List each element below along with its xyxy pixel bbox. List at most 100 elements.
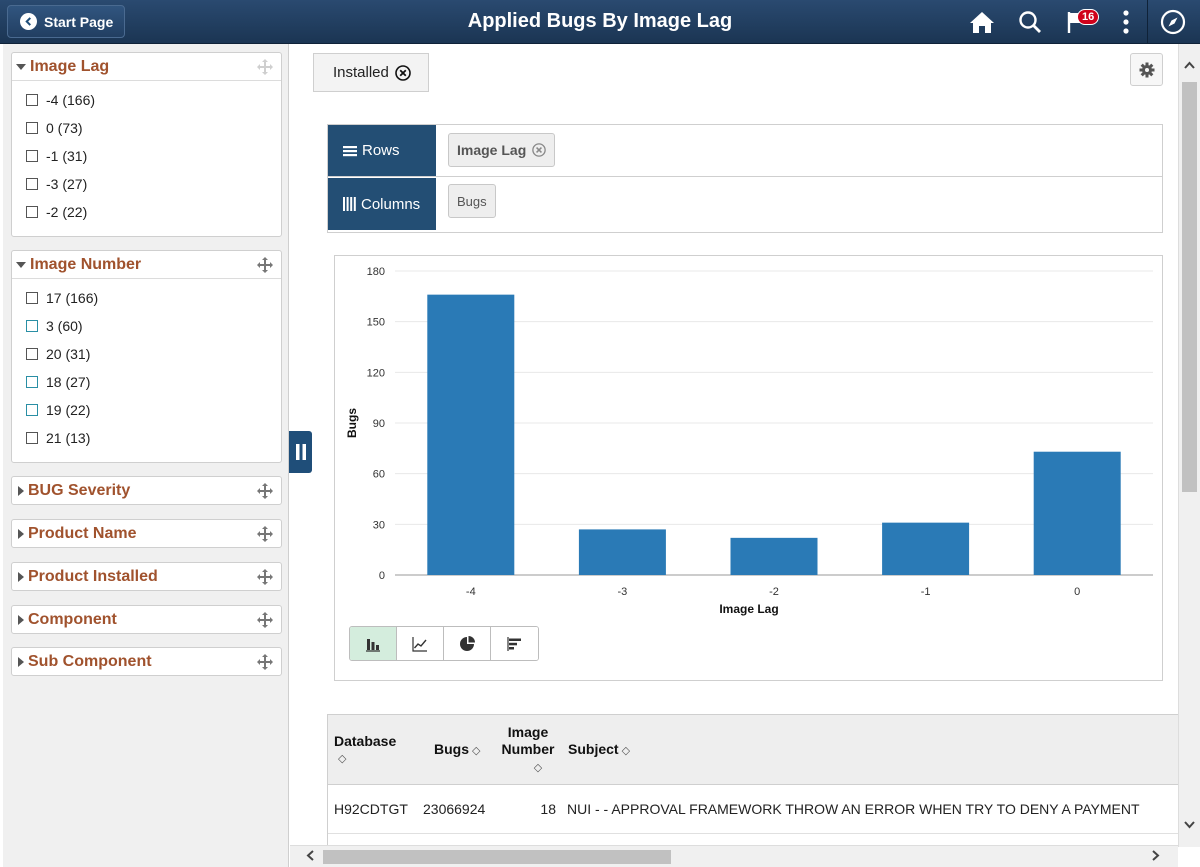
- col-header-bugs[interactable]: Bugs ◇: [434, 741, 480, 757]
- expand-arrow-icon: [18, 657, 24, 667]
- facet-sub-component[interactable]: Sub Component: [11, 647, 282, 676]
- settings-button[interactable]: [1130, 53, 1163, 86]
- facet-header[interactable]: Product Installed: [12, 563, 281, 591]
- checkbox[interactable]: [26, 292, 38, 304]
- drag-move-icon[interactable]: [257, 526, 273, 545]
- drag-move-icon[interactable]: [257, 257, 273, 276]
- checkbox[interactable]: [26, 320, 38, 332]
- scroll-up-icon[interactable]: [1184, 58, 1195, 72]
- facet-header[interactable]: Sub Component: [12, 648, 281, 676]
- horizontal-bar-icon: [506, 636, 521, 651]
- checkbox[interactable]: [26, 150, 38, 162]
- x-tick-label: -2: [769, 586, 779, 598]
- checkbox[interactable]: [26, 376, 38, 388]
- bar-chart: 0 30 60 90 120 150 180 -4 -3 -2 -1 0 Image Lag Bugs: [345, 266, 1153, 616]
- collapse-arrow-icon: [16, 63, 26, 70]
- drag-move-icon[interactable]: [257, 654, 273, 673]
- sort-icon[interactable]: ◇: [338, 753, 347, 765]
- line-chart-button[interactable]: [397, 627, 444, 660]
- pause-bars-icon: [295, 444, 306, 460]
- drag-move-icon[interactable]: [257, 569, 273, 588]
- horizontal-scrollbar[interactable]: [290, 845, 1178, 867]
- scroll-right-icon[interactable]: [1152, 850, 1160, 864]
- checkbox[interactable]: [26, 432, 38, 444]
- checkbox[interactable]: [26, 404, 38, 416]
- facet-product-installed[interactable]: Product Installed: [11, 562, 282, 591]
- more-actions-icon[interactable]: [1116, 8, 1136, 36]
- scroll-left-icon[interactable]: [306, 850, 314, 864]
- drag-move-icon[interactable]: [257, 612, 273, 631]
- sort-icon[interactable]: ◇: [472, 745, 481, 757]
- facet-header[interactable]: Component: [12, 606, 281, 634]
- checkbox[interactable]: [26, 94, 38, 106]
- table-row[interactable]: H92CDTGT 23066924 18 NUI - - APPROVAL FR…: [328, 786, 1178, 834]
- facet-header[interactable]: Product Name: [12, 520, 281, 548]
- pivot-rows: Rows Image Lag: [328, 125, 1162, 177]
- search-icon[interactable]: [1016, 8, 1044, 36]
- remove-circle-icon[interactable]: [395, 64, 411, 81]
- sort-icon[interactable]: ◇: [621, 745, 631, 757]
- facet-option[interactable]: 0 (73): [26, 114, 281, 142]
- vertical-scroll-thumb[interactable]: [1182, 82, 1197, 492]
- facet-option-label: -4 (166): [46, 92, 96, 108]
- facet-option[interactable]: 21 (13): [26, 424, 281, 452]
- bar-chart-button[interactable]: [350, 627, 397, 660]
- sort-icon[interactable]: ◇: [533, 762, 543, 774]
- facet-option[interactable]: -4 (166): [26, 86, 281, 114]
- facet-option[interactable]: 3 (60): [26, 312, 281, 340]
- col-header-label: Subject: [568, 741, 619, 757]
- facet-option[interactable]: 20 (31): [26, 340, 281, 368]
- pie-chart-icon: [460, 635, 475, 651]
- grid-header: Database ◇ Bugs ◇ Image Number ◇ Subject ◇: [328, 715, 1178, 785]
- bar-chart-icon: [366, 638, 380, 652]
- facet-option[interactable]: 18 (27): [26, 368, 281, 396]
- columns-label: Columns: [328, 178, 436, 230]
- start-page-button[interactable]: Start Page: [7, 5, 125, 38]
- horizontal-bar-button[interactable]: [491, 627, 538, 660]
- line-chart-icon: [412, 636, 427, 652]
- facet-option[interactable]: -3 (27): [26, 170, 281, 198]
- facet-option[interactable]: -1 (31): [26, 142, 281, 170]
- rows-chip-label: Image Lag: [457, 142, 527, 158]
- col-header-label: Number: [501, 741, 555, 757]
- home-icon[interactable]: [968, 8, 996, 36]
- chart-type-selector: [349, 626, 539, 661]
- facet-title: Component: [28, 611, 117, 628]
- facet-header[interactable]: Image Lag: [12, 53, 281, 81]
- columns-chip-bugs[interactable]: Bugs: [448, 184, 496, 218]
- facet-option[interactable]: 17 (166): [26, 284, 281, 312]
- drag-move-icon[interactable]: [257, 59, 273, 78]
- header-divider: [1147, 0, 1148, 44]
- x-tick-label: -1: [921, 586, 931, 598]
- installed-filter-chip[interactable]: Installed: [313, 53, 429, 92]
- navbar-compass-icon[interactable]: [1158, 8, 1188, 36]
- pivot-configuration: Rows Image Lag Columns Bugs: [327, 124, 1163, 233]
- drag-move-icon[interactable]: [257, 483, 273, 502]
- facet-header[interactable]: Image Number: [12, 251, 281, 279]
- facet-product-name[interactable]: Product Name: [11, 519, 282, 548]
- collapse-arrow-icon: [16, 261, 26, 268]
- col-header-label: Database: [334, 733, 397, 749]
- checkbox[interactable]: [26, 206, 38, 218]
- vertical-scrollbar[interactable]: [1178, 44, 1200, 847]
- checkbox[interactable]: [26, 122, 38, 134]
- facet-option-label: 19 (22): [46, 402, 91, 418]
- scroll-down-icon[interactable]: [1184, 818, 1195, 832]
- notification-badge: 16: [1077, 9, 1100, 25]
- pie-chart-button[interactable]: [444, 627, 491, 660]
- checkbox[interactable]: [26, 348, 38, 360]
- panel-collapse-handle[interactable]: [289, 431, 312, 473]
- col-header-label: Bugs: [434, 741, 469, 757]
- facet-header[interactable]: BUG Severity: [12, 477, 281, 505]
- col-header-database[interactable]: Database ◇: [334, 733, 396, 765]
- remove-circle-icon[interactable]: [532, 143, 547, 157]
- facet-option[interactable]: 19 (22): [26, 396, 281, 424]
- facet-option[interactable]: -2 (22): [26, 198, 281, 226]
- checkbox[interactable]: [26, 178, 38, 190]
- facet-component[interactable]: Component: [11, 605, 282, 634]
- col-header-image-number[interactable]: Image Number ◇: [499, 724, 557, 777]
- rows-chip-image-lag[interactable]: Image Lag: [448, 133, 556, 167]
- col-header-subject[interactable]: Subject ◇: [568, 741, 630, 757]
- horizontal-scroll-thumb[interactable]: [323, 850, 671, 864]
- facet-bug-severity[interactable]: BUG Severity: [11, 476, 282, 505]
